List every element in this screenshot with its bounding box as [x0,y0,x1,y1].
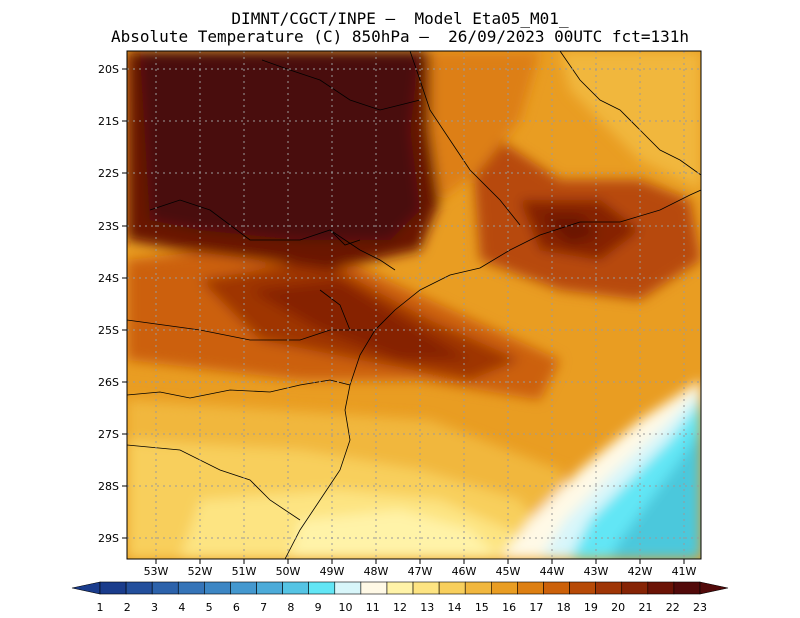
map-title-line2: Absolute Temperature (C) 850hPa – 26/09/… [111,27,689,46]
colorbar: 1 2 3 4 5 6 7 8 9 10 11 12 13 14 15 16 17 18 19 20 21 22 23 [71,581,729,614]
lon-label: 47W [408,565,433,578]
colorbar-label: 12 [393,601,407,614]
colorbar-label: 5 [206,601,213,614]
longitude-labels: 53W 52W 51W 50W 49W 48W 47W 46W 45W 44W … [144,565,697,578]
colorbar-label: 11 [366,601,380,614]
colorbar-swatch [491,581,518,595]
lon-label: 45W [496,565,521,578]
axis-ticks [122,68,685,564]
lat-label: 23S [98,220,119,233]
lat-label: 22S [98,167,119,180]
lon-label: 53W [144,565,169,578]
colorbar-swatch [595,581,623,595]
colorbar-swatch [334,581,362,595]
colorbar-label: 13 [420,601,434,614]
lon-label: 49W [320,565,345,578]
latitude-labels: 20S 21S 22S 23S 24S 25S 26S 27S 28S 29S [98,63,119,545]
colorbar-swatch [230,581,257,595]
lon-label: 44W [540,565,565,578]
colorbar-label: 7 [260,601,267,614]
colorbar-swatch [204,581,231,595]
colorbar-label: 17 [529,601,543,614]
lon-label: 42W [628,565,653,578]
colorbar-swatch [151,581,179,595]
temperature-field [127,51,701,559]
colorbar-label: 9 [315,601,322,614]
colorbar-swatch [308,581,336,595]
lon-label: 52W [188,565,213,578]
lat-label: 29S [98,532,119,545]
lon-label: 41W [672,565,697,578]
colorbar-label: 15 [475,601,489,614]
lon-label: 50W [276,565,301,578]
colorbar-swatch [386,581,414,595]
colorbar-label: 10 [338,601,352,614]
colorbar-label: 1 [97,601,104,614]
colorbar-swatch [647,581,675,595]
colorbar-swatch [621,581,649,595]
colorbar-swatch [99,581,127,595]
colorbar-label: 18 [557,601,571,614]
colorbar-label: 14 [448,601,462,614]
colorbar-label: 3 [151,601,158,614]
lat-label: 21S [98,115,119,128]
lon-label: 43W [584,565,609,578]
colorbar-label: 6 [233,601,240,614]
colorbar-swatch [256,581,283,595]
lon-label: 48W [364,565,389,578]
colorbar-swatch [412,581,440,595]
lat-label: 27S [98,428,119,441]
map-title-line1: DIMNT/CGCT/INPE – Model Eta05_M01_ [231,9,569,28]
lat-label: 20S [98,63,119,76]
colorbar-label: 21 [638,601,652,614]
lat-label: 25S [98,324,119,337]
colorbar-arrow-left [71,581,101,595]
lon-label: 51W [232,565,257,578]
colorbar-label: 16 [502,601,516,614]
colorbar-label: 2 [124,601,131,614]
colorbar-swatch [543,581,570,595]
colorbar-label: 4 [178,601,185,614]
lat-label: 28S [98,480,119,493]
lon-label: 46W [452,565,477,578]
colorbar-swatch [438,581,466,595]
graticule [127,51,701,559]
colorbar-label: 8 [287,601,294,614]
colorbar-swatch [360,581,388,595]
map-frame [126,50,702,560]
colorbar-label: 19 [584,601,598,614]
colorbar-label: 22 [666,601,680,614]
colorbar-swatch [464,581,492,595]
colorbar-swatch [517,581,544,595]
colorbar-label: 23 [693,601,707,614]
lat-label: 26S [98,376,119,389]
colorbar-swatch [569,581,596,595]
lat-label: 24S [98,272,119,285]
colorbar-arrow-right [699,581,729,595]
colorbar-swatch [177,581,205,595]
colorbar-swatch [673,581,701,595]
colorbar-swatch [125,581,153,595]
colorbar-label: 20 [611,601,625,614]
colorbar-swatch [282,581,309,595]
